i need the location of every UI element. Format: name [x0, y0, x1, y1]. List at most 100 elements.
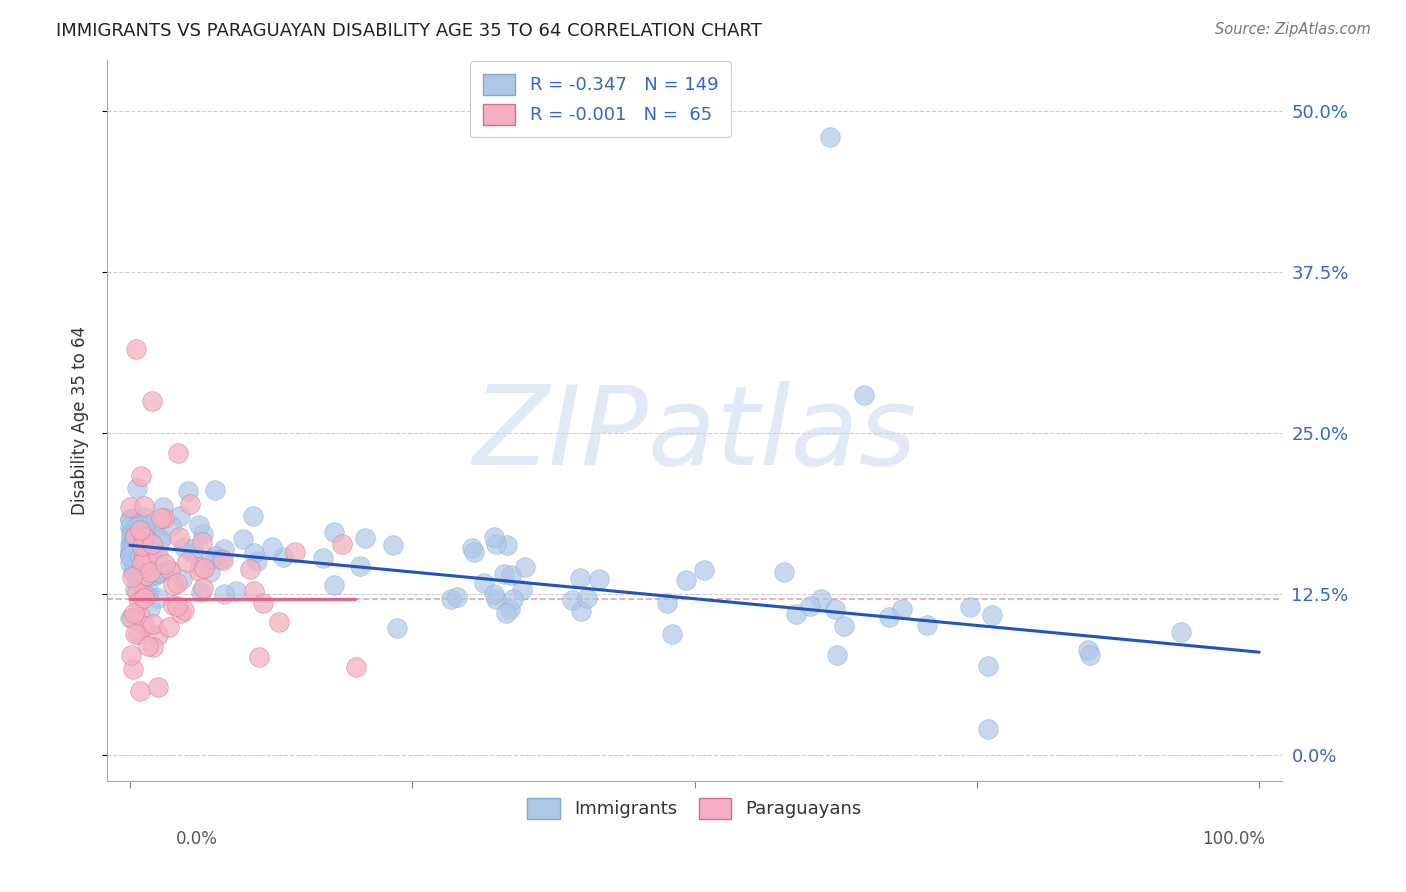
Point	[124, 529, 146, 543]
Point	[247, 649, 270, 664]
Point	[127, 555, 149, 569]
Point	[159, 563, 181, 577]
Point	[485, 592, 508, 607]
Point	[128, 574, 150, 589]
Point	[162, 598, 184, 612]
Point	[349, 558, 371, 573]
Point	[139, 601, 162, 615]
Point	[852, 387, 875, 401]
Point	[128, 550, 150, 565]
Point	[124, 627, 146, 641]
Point	[134, 516, 156, 531]
Point	[120, 544, 142, 558]
Text: ZIPatlas: ZIPatlas	[472, 381, 917, 488]
Point	[1170, 624, 1192, 639]
Point	[131, 556, 153, 570]
Point	[191, 535, 214, 549]
Point	[145, 568, 167, 582]
Point	[121, 546, 143, 560]
Point	[569, 604, 592, 618]
Point	[134, 530, 156, 544]
Point	[120, 513, 142, 527]
Point	[162, 577, 184, 591]
Point	[132, 499, 155, 513]
Point	[267, 615, 290, 629]
Point	[1078, 648, 1101, 663]
Point	[129, 574, 152, 589]
Point	[463, 545, 485, 559]
Point	[959, 600, 981, 615]
Point	[122, 606, 145, 620]
Point	[693, 563, 716, 577]
Point	[129, 523, 152, 537]
Point	[157, 619, 180, 633]
Point	[122, 558, 145, 572]
Point	[810, 591, 832, 606]
Point	[502, 591, 524, 606]
Point	[136, 547, 159, 561]
Point	[132, 548, 155, 562]
Point	[122, 661, 145, 675]
Point	[122, 557, 145, 571]
Point	[252, 596, 274, 610]
Point	[513, 560, 536, 574]
Point	[193, 561, 215, 575]
Point	[170, 572, 193, 586]
Point	[167, 530, 190, 544]
Point	[312, 551, 335, 566]
Point	[977, 723, 1000, 737]
Point	[485, 537, 508, 551]
Point	[141, 394, 163, 409]
Point	[142, 522, 165, 536]
Point	[655, 596, 678, 610]
Point	[148, 565, 170, 579]
Point	[136, 556, 159, 570]
Point	[569, 571, 592, 585]
Point	[322, 577, 344, 591]
Point	[121, 610, 143, 624]
Point	[129, 543, 152, 558]
Point	[129, 608, 152, 623]
Point	[232, 533, 254, 547]
Point	[120, 547, 142, 561]
Point	[330, 537, 353, 551]
Point	[132, 549, 155, 563]
Point	[139, 565, 162, 579]
Point	[239, 562, 262, 576]
Point	[499, 602, 522, 616]
Point	[661, 627, 683, 641]
Point	[510, 583, 533, 598]
Point	[159, 519, 181, 533]
Point	[134, 560, 156, 574]
Point	[124, 511, 146, 525]
Point	[246, 553, 269, 567]
Point	[120, 549, 142, 564]
Point	[131, 590, 153, 604]
Point	[120, 648, 142, 662]
Point	[122, 539, 145, 553]
Point	[832, 619, 855, 633]
Point	[132, 531, 155, 545]
Point	[146, 549, 169, 563]
Point	[135, 543, 157, 558]
Point	[284, 545, 307, 559]
Point	[124, 566, 146, 581]
Point	[120, 523, 142, 537]
Point	[128, 537, 150, 551]
Point	[128, 571, 150, 585]
Point	[495, 538, 517, 552]
Point	[499, 568, 522, 582]
Point	[482, 530, 505, 544]
Point	[818, 129, 841, 144]
Point	[121, 570, 143, 584]
Point	[176, 555, 198, 569]
Point	[148, 535, 170, 549]
Point	[588, 572, 610, 586]
Point	[145, 542, 167, 557]
Point	[212, 587, 235, 601]
Point	[271, 550, 294, 565]
Point	[127, 627, 149, 641]
Point	[134, 533, 156, 548]
Point	[132, 591, 155, 606]
Point	[141, 537, 163, 551]
